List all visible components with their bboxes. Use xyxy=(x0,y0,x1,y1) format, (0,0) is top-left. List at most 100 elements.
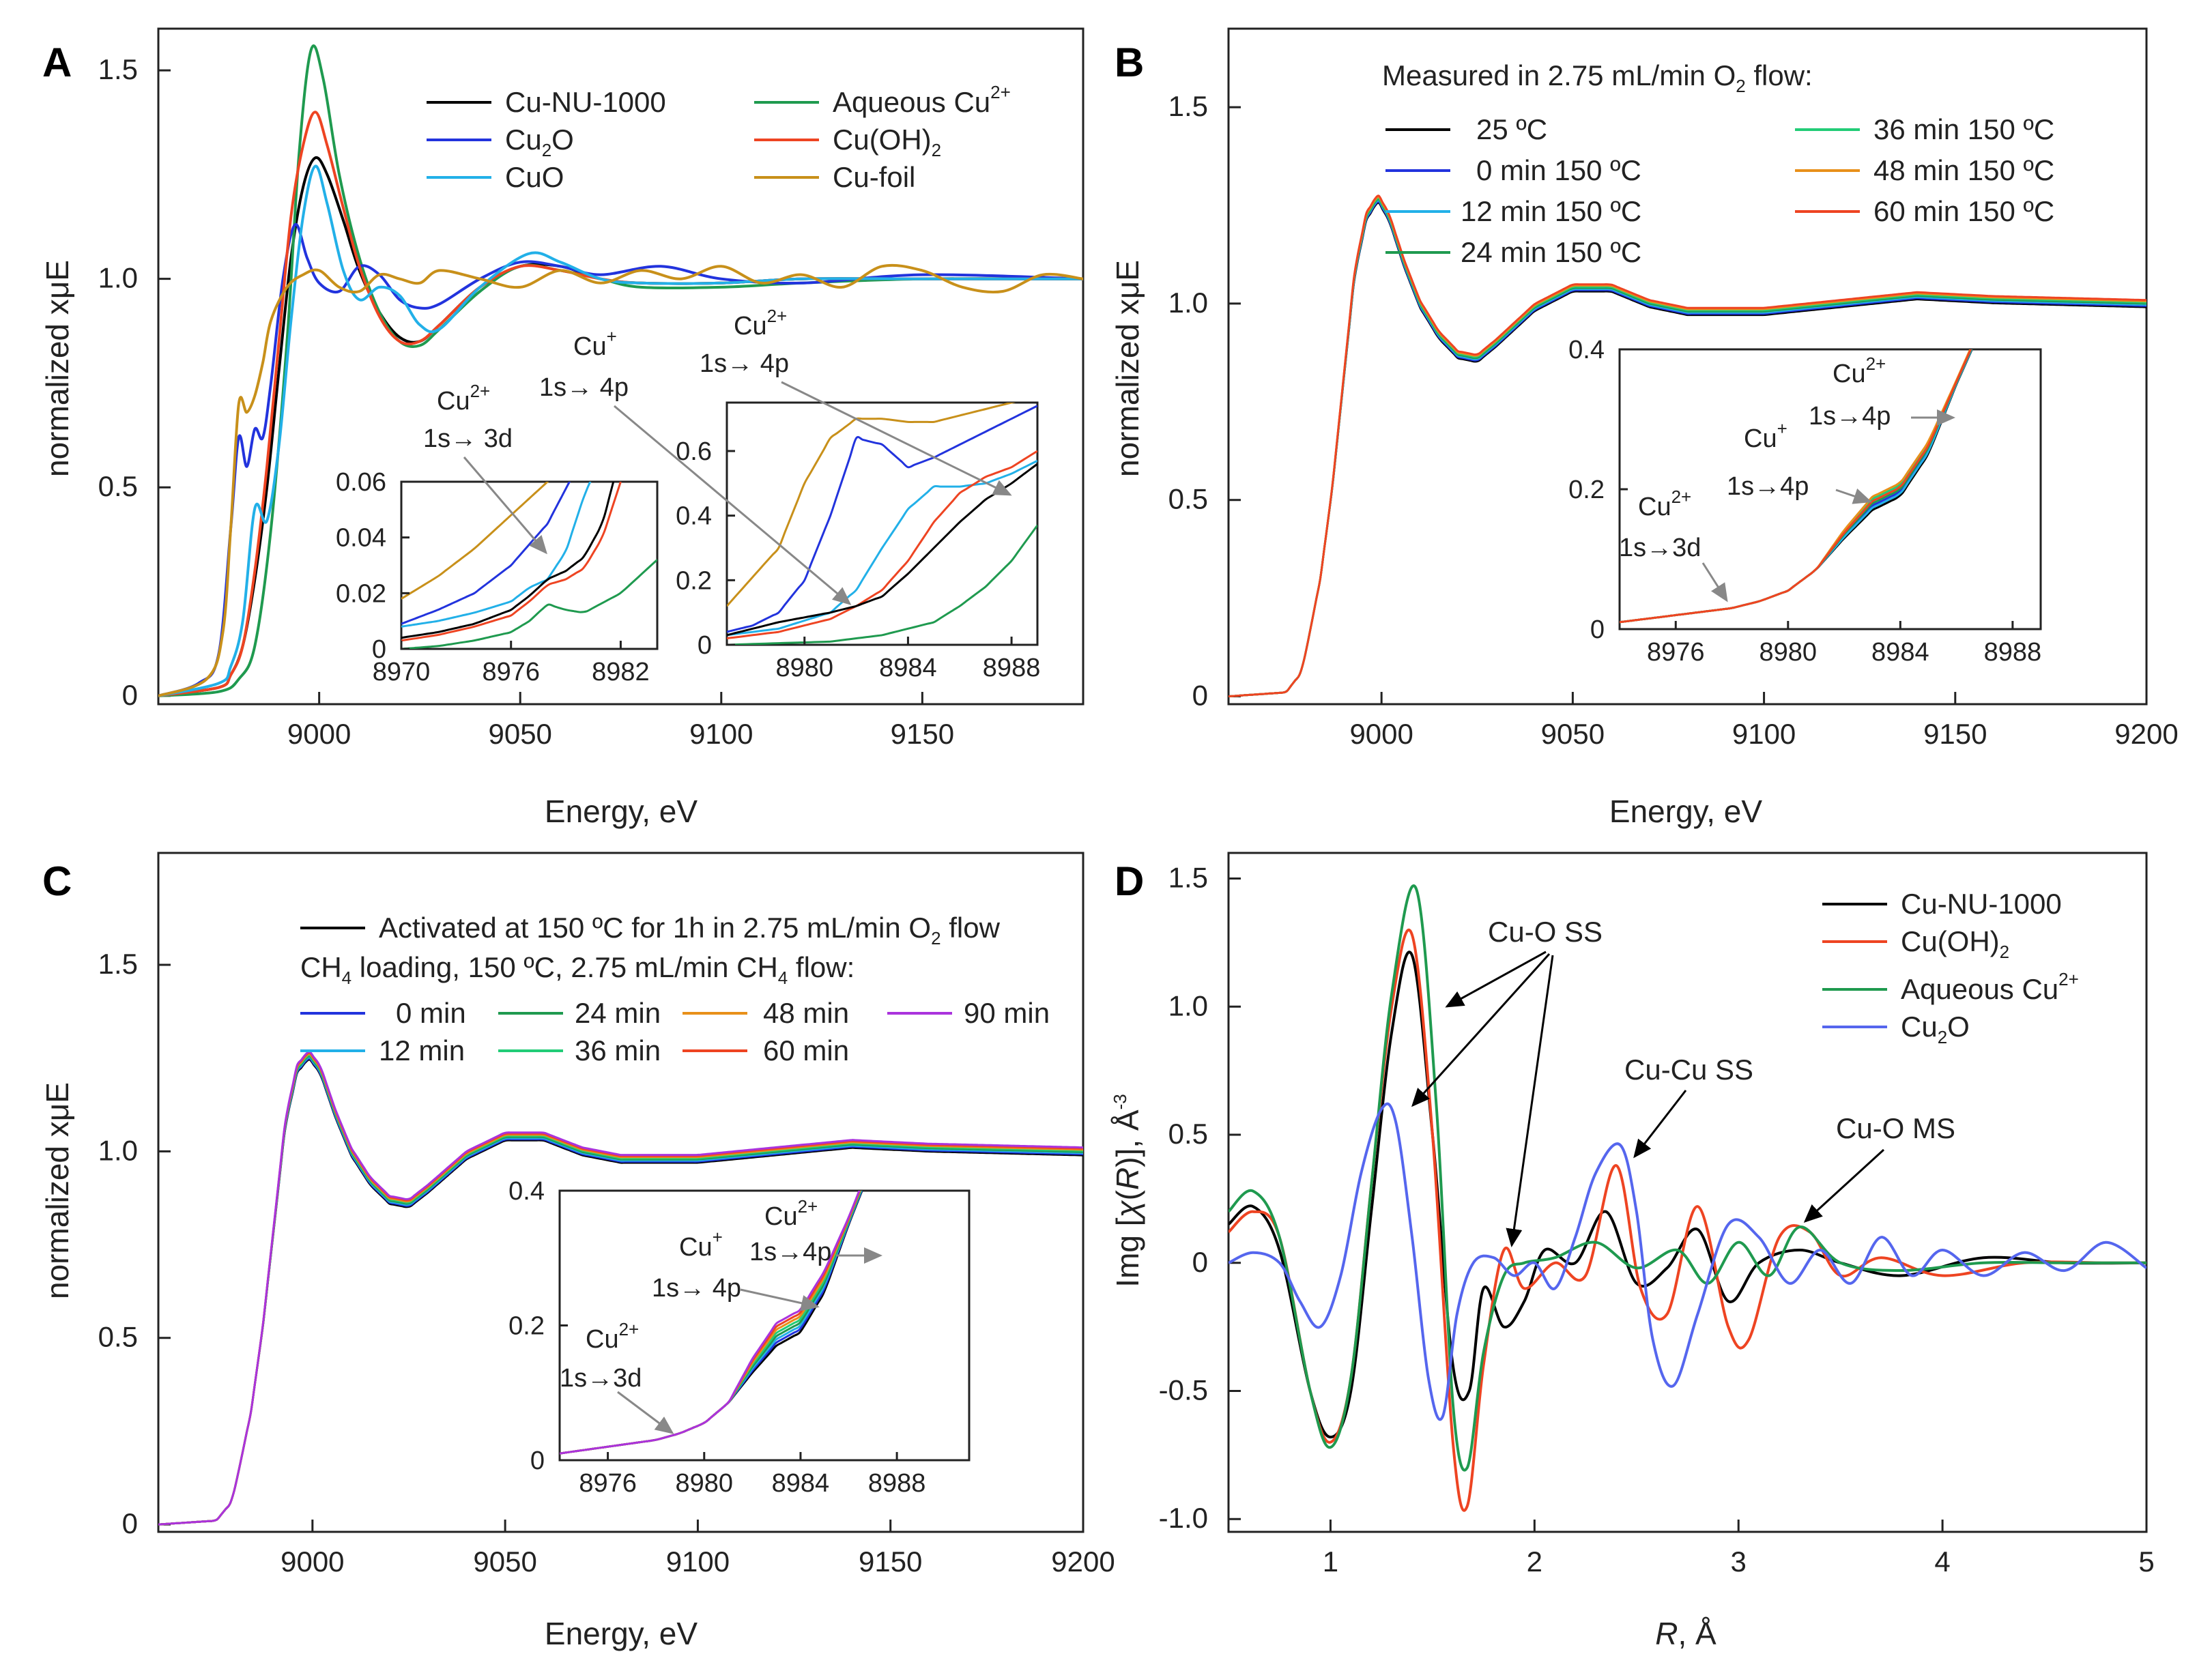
legend-label-cu-foil: Cu-foil xyxy=(833,161,915,193)
series-line-inset-a2-0 xyxy=(727,403,1016,607)
panel-a-ylabel: normalized xμE xyxy=(40,260,75,477)
inset-c-ann-cu2-4p-tr: 1s→4p xyxy=(749,1238,831,1266)
inset-a2-annotation-cu-plus-transition: 1s→ 4p xyxy=(539,373,629,402)
legend-b-label-0: 25 ºC xyxy=(1476,113,1547,145)
panel-c-frame xyxy=(157,852,1085,1533)
panel-b-legend: 25 ºC 0 min 150 ºC 12 min 150 ºC 24 min … xyxy=(1385,113,2054,268)
legend-b-label-1: 0 min 150 ºC xyxy=(1476,154,1641,186)
y-tick-label: 0 xyxy=(372,635,386,664)
x-tick-label: 8976 xyxy=(579,1469,637,1498)
inset-b-ticks: 8976 8980 8984 8988 0 0.2 0.4 xyxy=(1568,336,2041,667)
panel-b: B 9000 9050 9100 9150 9200 0 0.5 1.0 1.5 Energy… xyxy=(1110,27,2179,829)
panel-d-annotations: Cu-O SS Cu-Cu SS Cu-O MS xyxy=(1411,916,1955,1247)
inset-a1-arrow xyxy=(463,456,547,555)
y-tick-label: 0.6 xyxy=(676,437,712,466)
panel-a-frame xyxy=(157,27,1085,706)
panel-d-frame xyxy=(1227,852,2148,1533)
panel-d-xlabel: R, Å xyxy=(1655,1616,1717,1651)
arrow-cu-o-ss-2 xyxy=(1411,953,1551,1107)
y-tick-label: 1.5 xyxy=(1168,90,1208,122)
inset-a2-arrow-2 xyxy=(781,381,1012,496)
x-tick-label: 8982 xyxy=(592,658,650,686)
panel-c-xlabel: Energy, eV xyxy=(545,1616,698,1651)
x-tick-label: 2 xyxy=(1527,1545,1542,1578)
x-tick-label: 9050 xyxy=(488,718,551,750)
y-tick-label: 1.5 xyxy=(98,948,138,980)
inset-c-frame xyxy=(558,1189,971,1462)
series-line-cu2o xyxy=(1229,1102,2146,1421)
y-tick-label: 0.2 xyxy=(508,1312,545,1341)
panel-c-legend-title: CH4 loading, 150 ºC, 2.75 mL/min CH4 flo… xyxy=(300,951,854,988)
panel-c-label: C xyxy=(42,858,72,904)
inset-c-arrow-1 xyxy=(617,1391,674,1434)
series-line-cu-oh-2 xyxy=(1229,928,2146,1512)
inset-a2-frame xyxy=(726,401,1039,646)
panel-b-xticks: 9000 9050 9100 9150 9200 xyxy=(1349,692,2179,750)
x-tick-label: 9200 xyxy=(2114,718,2178,750)
x-tick-label: 8980 xyxy=(1759,638,1818,667)
panel-d-lines xyxy=(1229,884,2146,1512)
panel-a-xticks: 9000 9050 9100 9150 xyxy=(287,692,954,750)
inset-c-lines xyxy=(560,1191,863,1455)
panel-b-label: B xyxy=(1115,40,1144,85)
y-tick-label: 0 xyxy=(1590,615,1605,644)
inset-b-ann-cu2-4p: Cu2+ xyxy=(1833,353,1886,388)
legend-label-cu2o: Cu2O xyxy=(505,124,574,160)
inset-a2-arrow-1 xyxy=(614,405,852,605)
panel-a-yticks: 0 0.5 1.0 1.5 xyxy=(98,53,171,711)
x-tick-label: 4 xyxy=(1934,1545,1950,1578)
annotation-cu-o-ms: Cu-O MS xyxy=(1836,1112,1955,1144)
series-line-cuo xyxy=(158,164,1083,697)
panel-a-label: A xyxy=(42,40,72,85)
x-tick-label: 9000 xyxy=(287,718,351,750)
x-tick-label: 9200 xyxy=(1051,1545,1115,1578)
x-tick-label: 8980 xyxy=(775,654,833,682)
annotation-cu-cu-ss: Cu-Cu SS xyxy=(1624,1054,1753,1086)
x-tick-label: 3 xyxy=(1731,1545,1747,1578)
legend-d-label-0: Cu-NU-1000 xyxy=(1901,888,2062,920)
legend-c-label-90: 90 min xyxy=(964,997,1050,1029)
y-tick-label: 1.0 xyxy=(1168,989,1208,1021)
panel-b-ylabel: normalized xμE xyxy=(1110,260,1145,477)
legend-b-label-2: 12 min 150 ºC xyxy=(1461,195,1641,227)
legend-c-label-activated: Activated at 150 ºC for 1h in 2.75 mL/mi… xyxy=(379,912,1001,948)
y-tick-label: 0 xyxy=(1192,1246,1208,1278)
inset-c-ann-cu1-4p-tr: 1s→ 4p xyxy=(652,1274,741,1303)
y-tick-label: 0.2 xyxy=(1568,476,1605,504)
y-tick-label: 0 xyxy=(122,679,138,711)
panel-d: D 1 2 3 4 5 -1.0 -0.5 0 0.5 1.0 1.5 R, Å Img [χ(R… xyxy=(1110,852,2155,1651)
x-tick-label: 8976 xyxy=(482,658,540,686)
y-tick-label: 0 xyxy=(122,1507,138,1539)
legend-c-label-12: 12 min xyxy=(379,1034,465,1066)
panel-a: A 9000 9050 9100 9150 0 0.5 1.0 1.5 Energy, eV… xyxy=(40,27,1085,829)
inset-a1-frame xyxy=(400,480,659,650)
inset-b-lines xyxy=(1620,349,1974,624)
inset-c-ticks: 8976 8980 8984 8988 0 0.2 0.4 xyxy=(508,1177,925,1498)
y-tick-label: 0.4 xyxy=(1568,336,1605,364)
panel-a-legend: Cu-NU-1000 Cu2O CuO Aqueous Cu2+ Cu(OH)2… xyxy=(427,82,1011,193)
panel-d-yticks: -1.0 -0.5 0 0.5 1.0 1.5 xyxy=(1159,862,1241,1534)
y-tick-label: 0.04 xyxy=(336,524,386,553)
panel-d-ylabel: Img [χ(R)], Å-3 xyxy=(1110,1094,1145,1287)
series-line-inset-c-90-min xyxy=(560,1191,861,1455)
panel-c: C 9000 9050 9100 9150 9200 0 0.5 1.0 1.5 Energy… xyxy=(40,852,1115,1651)
arrow-cu-o-ss-1 xyxy=(1445,950,1547,1008)
y-tick-label: 0.5 xyxy=(1168,483,1208,515)
inset-c-ann-cu2-3d: Cu2+ xyxy=(586,1319,639,1354)
panel-c-lines xyxy=(158,1050,1083,1526)
y-tick-label: 0.5 xyxy=(98,470,138,502)
inset-b-ann-cu2-4p-tr: 1s→4p xyxy=(1809,402,1891,431)
series-line-inset-a1-2 xyxy=(401,482,592,628)
annotation-cu-o-ss: Cu-O SS xyxy=(1488,916,1603,948)
legend-b-label-4: 36 min 150 ºC xyxy=(1873,113,2054,145)
x-tick-label: 8988 xyxy=(983,654,1041,682)
x-tick-label: 9050 xyxy=(473,1545,536,1578)
series-line-inset-a1-0 xyxy=(401,482,549,600)
inset-a2-annotation-cu2plus-transition: 1s→ 4p xyxy=(700,349,789,378)
inset-a1-annotation: Cu2+ xyxy=(437,381,490,416)
series-line-aqueous-cu2- xyxy=(1229,884,2146,1472)
panel-d-xticks: 1 2 3 4 5 xyxy=(1323,1520,2155,1578)
legend-b-label-6: 60 min 150 ºC xyxy=(1873,195,2054,227)
y-tick-label: 0.02 xyxy=(336,579,386,608)
